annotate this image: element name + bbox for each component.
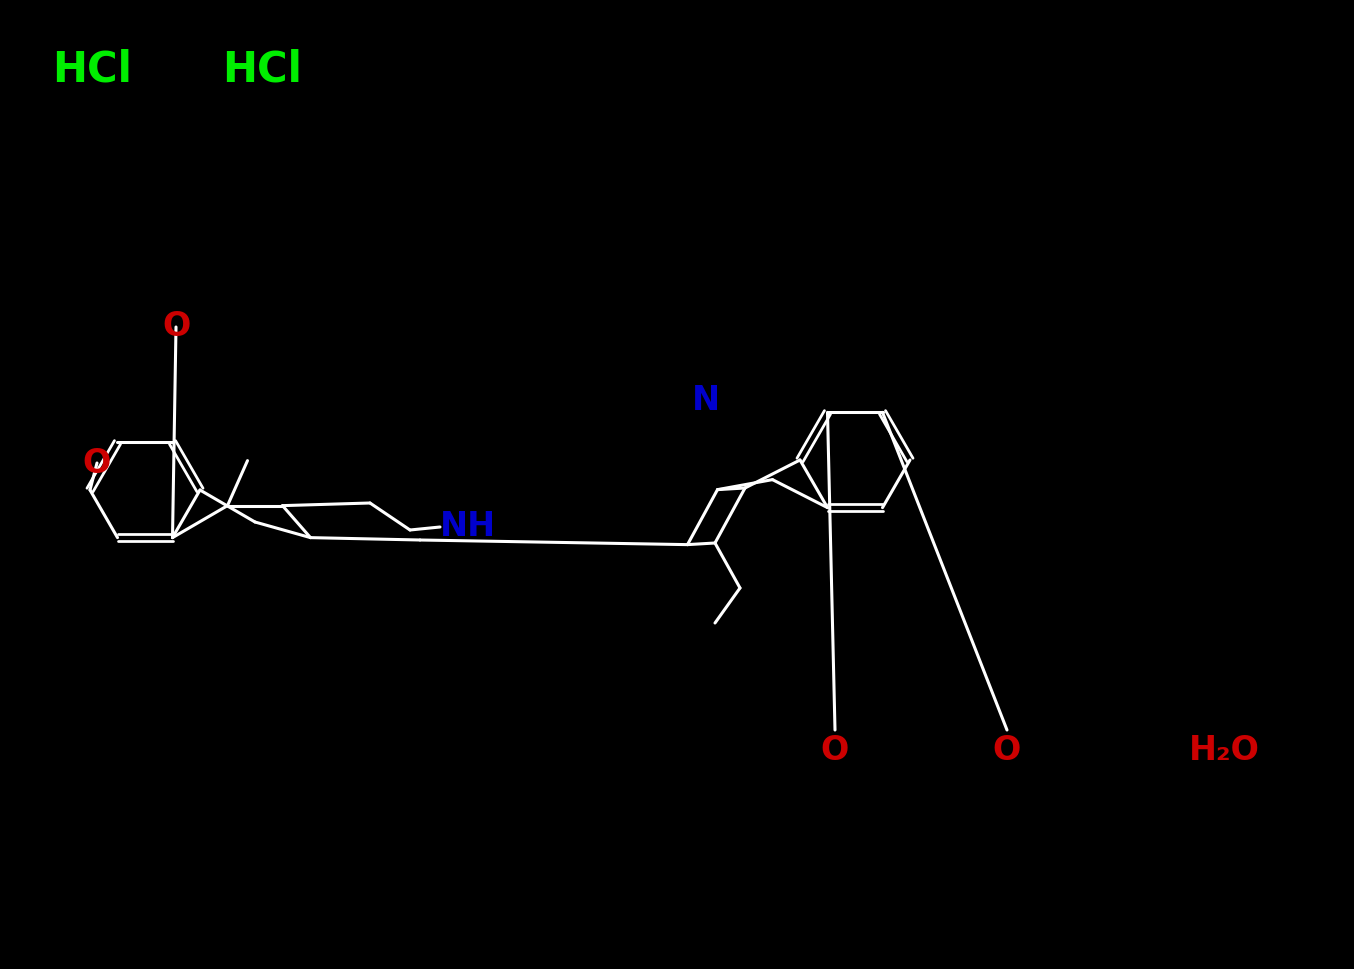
Text: N: N: [692, 384, 720, 417]
Text: O: O: [83, 447, 111, 480]
Text: O: O: [992, 734, 1021, 766]
Text: HCl: HCl: [51, 48, 131, 90]
Text: O: O: [162, 310, 190, 343]
Text: NH: NH: [440, 511, 496, 544]
Text: H₂O: H₂O: [1189, 734, 1259, 766]
Text: HCl: HCl: [222, 48, 302, 90]
Text: O: O: [821, 734, 849, 766]
